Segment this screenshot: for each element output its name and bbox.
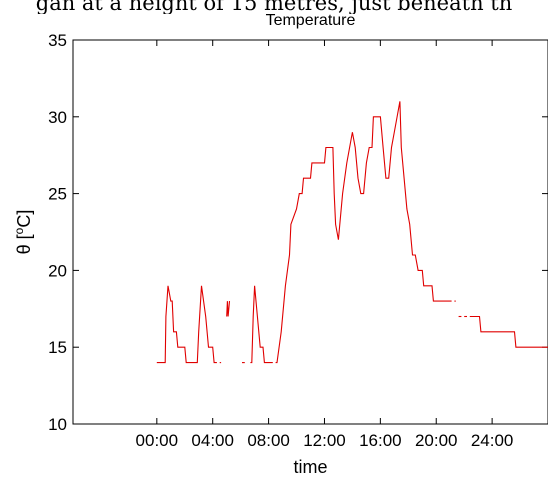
y-axis-label-sup: o <box>12 227 26 234</box>
x-tick-label: 24:00 <box>471 431 514 450</box>
temperature-line-segment <box>156 285 217 364</box>
y-axis-label-suffix: C] <box>14 210 34 228</box>
temperature-line-segment <box>250 285 273 364</box>
y-tick-label: 25 <box>48 185 67 204</box>
temperature-line-segment <box>469 315 548 348</box>
chart-title: Temperature <box>266 12 356 29</box>
temperature-line-segment <box>275 101 452 364</box>
x-tick-label: 12:00 <box>303 431 346 450</box>
x-tick-label: 20:00 <box>415 431 458 450</box>
plot-frame <box>72 39 548 425</box>
x-tick-label: 16:00 <box>359 431 402 450</box>
y-axis-label-prefix: θ [ <box>14 234 34 254</box>
y-tick-label: 15 <box>48 338 67 357</box>
y-axis-label: θ [oC] <box>12 210 34 255</box>
y-tick-label: 20 <box>48 261 67 280</box>
y-axis: 10 15 20 25 30 35 <box>48 31 548 434</box>
x-axis: 00:00 04:00 08:00 12:00 16:00 20:00 24:00 <box>136 40 514 450</box>
x-tick-label: 04:00 <box>191 431 234 450</box>
x-tick-label: 00:00 <box>136 431 179 450</box>
temperature-line-segment <box>226 301 231 317</box>
temperature-series <box>156 101 548 364</box>
y-tick-label: 10 <box>48 415 67 434</box>
x-axis-label: time <box>293 457 327 477</box>
x-tick-label: 08:00 <box>247 431 290 450</box>
y-tick-label: 30 <box>48 108 67 127</box>
caption-fragment: gan at a height of 15 metres, just benea… <box>35 0 513 14</box>
y-tick-label: 35 <box>48 31 67 50</box>
